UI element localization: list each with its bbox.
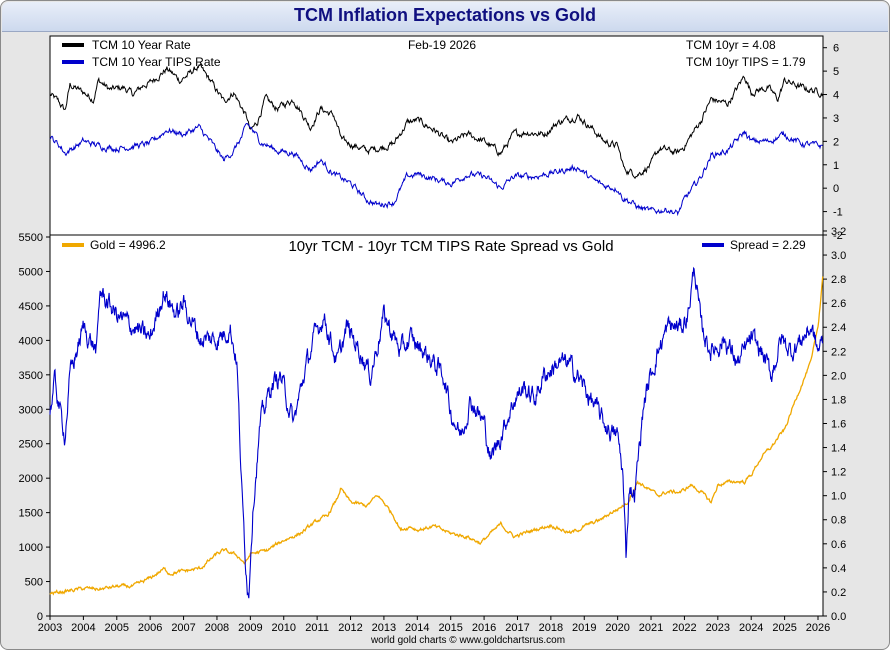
spread-y-tick-label: 3.2 (831, 226, 846, 238)
title-bar: TCM Inflation Expectations vs Gold (2, 2, 888, 32)
top-y-tick-label: 5 (833, 66, 839, 78)
readout-tcm-10yr: TCM 10yr = 4.08 (686, 38, 776, 52)
x-tick-label: 2008 (205, 622, 229, 634)
x-tick-label: 2006 (138, 622, 162, 634)
spread-y-tick-label: 1.4 (831, 443, 846, 455)
x-tick-label: 2020 (605, 622, 629, 634)
gold-y-tick-label: 2500 (19, 439, 43, 451)
page-title: TCM Inflation Expectations vs Gold (293, 5, 597, 25)
gold-y-tick-label: 4500 (19, 301, 43, 313)
gold-y-tick-label: 3500 (19, 370, 43, 382)
gold-y-tick-label: 1500 (19, 508, 43, 520)
gold-y-tick-label: 5000 (19, 266, 43, 278)
series-tcm-10yr-tips (49, 122, 823, 217)
x-tick-label: 2019 (572, 622, 596, 634)
bottom-chart-title: 10yr TCM - 10yr TCM TIPS Rate Spread vs … (288, 238, 613, 255)
x-tick-label: 2026 (806, 622, 830, 634)
gold-y-tick-label: 1000 (19, 542, 43, 554)
x-tick-label: 2004 (71, 622, 95, 634)
spread-y-tick-label: 0.2 (831, 587, 846, 599)
x-tick-label: 2016 (472, 622, 496, 634)
spread-y-tick-label: 1.6 (831, 418, 846, 430)
series-tcm-10yr (49, 63, 824, 180)
spread-y-tick-label: 1.8 (831, 394, 846, 406)
date-label: Feb-19 2026 (408, 38, 476, 52)
x-tick-label: 2021 (639, 622, 663, 634)
x-tick-label: 2015 (438, 622, 462, 634)
gold-y-tick-label: 3000 (19, 404, 43, 416)
gold-y-tick-label: 4000 (19, 335, 43, 347)
x-tick-label: 2011 (305, 622, 329, 634)
x-tick-label: 2025 (772, 622, 796, 634)
bottom-plot-area (49, 234, 824, 617)
top-plot-area (49, 35, 824, 236)
spread-y-tick-label: 2.0 (831, 370, 846, 382)
spread-y-tick-label: 2.8 (831, 274, 846, 286)
top-y-tick-label: 3 (833, 113, 839, 125)
series-gold (49, 276, 824, 596)
gold-y-tick-label: 2000 (19, 473, 43, 485)
spread-y-tick-label: 1.0 (831, 491, 846, 503)
spread-y-tick-label: 0.8 (831, 515, 846, 527)
x-tick-label: 2012 (338, 622, 362, 634)
spread-y-tick-label: 2.4 (831, 322, 846, 334)
spread-y-tick-label: 0.6 (831, 539, 846, 551)
spread-y-tick-label: 2.6 (831, 298, 846, 310)
spread-y-tick-label: 0.0 (831, 611, 846, 623)
x-tick-label: 2022 (672, 622, 696, 634)
x-tick-label: 2017 (505, 622, 529, 634)
legend-label-tcm-tips: TCM 10 Year TIPS Rate (92, 55, 221, 69)
top-y-tick-label: 4 (833, 90, 839, 102)
x-tick-label: 2023 (706, 622, 730, 634)
legend-label-spread: Spread = 2.29 (730, 238, 806, 252)
top-y-tick-label: -1 (833, 207, 843, 219)
x-tick-label: 2014 (405, 622, 429, 634)
readout-tcm-tips: TCM 10yr TIPS = 1.79 (686, 55, 806, 69)
spread-y-tick-label: 0.4 (831, 563, 846, 575)
x-tick-label: 2007 (171, 622, 195, 634)
spread-y-tick-label: 2.2 (831, 346, 846, 358)
footer-credit: world gold charts © www.goldchartsrus.co… (370, 635, 565, 646)
x-tick-label: 2003 (38, 622, 62, 634)
top-y-tick-label: -2 (833, 230, 843, 242)
x-tick-label: 2013 (372, 622, 396, 634)
x-tick-label: 2024 (739, 622, 763, 634)
legend-label-gold: Gold = 4996.2 (90, 238, 166, 252)
x-tick-label: 2010 (271, 622, 295, 634)
top-y-tick-label: 6 (833, 43, 839, 55)
x-tick-label: 2018 (539, 622, 563, 634)
spread-y-tick-label: 1.2 (831, 467, 846, 479)
top-y-tick-label: 1 (833, 160, 839, 172)
gold-y-tick-label: 5500 (19, 232, 43, 244)
x-tick-label: 2005 (105, 622, 129, 634)
top-y-tick-label: 2 (833, 136, 839, 148)
gold-y-tick-label: 500 (25, 577, 43, 589)
spread-y-tick-label: 3.0 (831, 250, 846, 262)
gold-y-tick-label: 0 (37, 611, 43, 623)
top-y-tick-label: 0 (833, 183, 839, 195)
legend-label-tcm-10yr: TCM 10 Year Rate (92, 38, 191, 52)
x-tick-label: 2009 (238, 622, 262, 634)
series-spread (49, 266, 824, 599)
